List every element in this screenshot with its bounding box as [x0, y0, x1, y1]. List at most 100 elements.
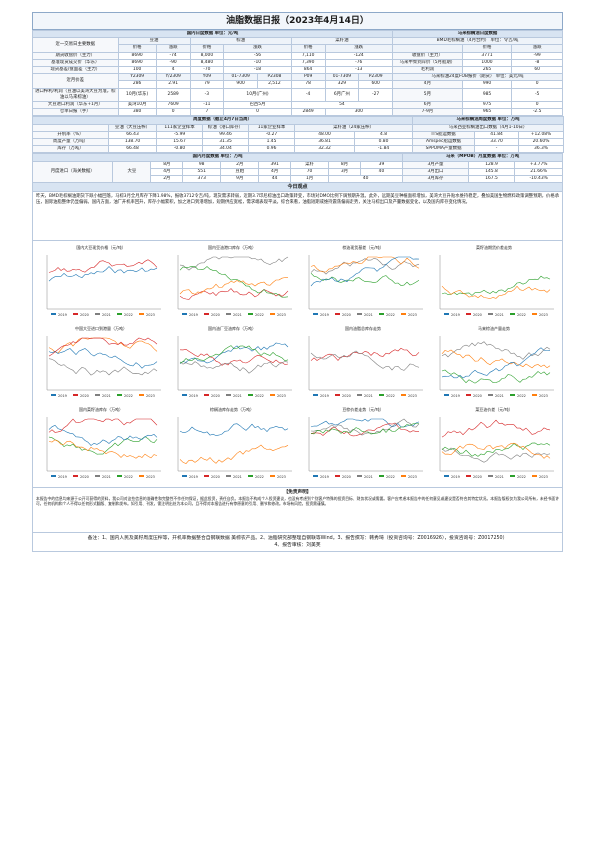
- legend-label: 2023: [539, 394, 548, 398]
- legend-label: 2021: [102, 313, 111, 317]
- change-head: 涨跌: [155, 44, 191, 53]
- chart-thumb: 菜籽油期货价差走势 2019 2020 2021 2022 2023: [430, 245, 558, 323]
- chart-axis: [439, 336, 554, 391]
- import-val: 10月(广州): [223, 87, 292, 103]
- legend-swatch: [73, 394, 78, 397]
- spot-val: -90: [155, 58, 191, 68]
- legend-label: 2022: [124, 475, 133, 479]
- legend-swatch: [73, 313, 78, 316]
- imports2-label: 大豆进口利润（华东+1月）: [32, 101, 119, 110]
- fob-change: -2.5: [511, 108, 563, 117]
- contract-val: 600: [358, 80, 394, 89]
- stock-val: 4.8: [353, 130, 414, 140]
- legend-label: 2022: [255, 394, 264, 398]
- legend-label: 2021: [102, 475, 111, 479]
- imports2-val: 7609: [155, 101, 191, 110]
- chart-series-line: [179, 349, 289, 367]
- legend-label: 2020: [342, 394, 351, 398]
- legend-swatch: [510, 313, 515, 316]
- legend-label: 2020: [342, 475, 351, 479]
- import-val: 2589: [155, 87, 191, 103]
- chart-series-line: [310, 256, 420, 273]
- domestic-daily-header: 国内日度数据 单位：元/吨: [31, 29, 394, 39]
- chart-series-line: [48, 425, 158, 447]
- chart-thumb: 棕榈油库存走势（万吨） 2019 2020 2021 2022 2023: [168, 407, 296, 485]
- legend-label: 2023: [408, 313, 417, 317]
- chart-plot: 2019 2020 2021 2022 2023: [439, 417, 554, 479]
- legend-swatch: [204, 394, 209, 397]
- legend-swatch: [270, 394, 275, 397]
- chart-thumb: 棕油现货基差（元/吨） 2019 2020 2021 2022 2023: [299, 245, 427, 323]
- chart-title: 马来棕油产量走势: [478, 326, 510, 332]
- change-head: 涨跌: [324, 44, 394, 53]
- legend-swatch: [532, 475, 537, 478]
- warehouse-val: 0: [223, 108, 292, 117]
- fob-month: 6月: [392, 101, 463, 110]
- export-val: 33.70: [474, 138, 520, 147]
- contract-head: 01-7309: [324, 73, 360, 82]
- chart-series-line: [310, 273, 420, 287]
- legend-swatch: [51, 313, 56, 316]
- export-change: +12.08%: [518, 130, 565, 140]
- legend-swatch: [226, 475, 231, 478]
- basis-val: -70: [189, 66, 225, 75]
- disclaimer: 【免责声明】 本报告中的信息均来源于公开可获得的资料，我公司对这些信息的准确性和…: [32, 488, 563, 534]
- chart-plot: 2019 2020 2021 2022 2023: [46, 255, 161, 317]
- chart-series-line: [48, 259, 158, 274]
- bmd-change: -8: [511, 58, 563, 68]
- chart-title: 国内豆油港口库存（万吨）: [208, 245, 256, 251]
- soybean-label: 大豆: [112, 160, 152, 184]
- futures-val: 7,110: [290, 51, 326, 60]
- imports2-val: -11: [189, 101, 225, 110]
- legend-label: 2023: [277, 313, 286, 317]
- daily-data-table: 国内日度数据 单位：元/吨 马来棕榈油日度数据 近一交易日主要数据 豆油 棕油 …: [31, 29, 563, 117]
- legend-label: 2020: [211, 475, 220, 479]
- spot-val: 8,480: [189, 58, 225, 68]
- footer-notes: 备注：1、国内人民及美籽周度压榨等，开机率数据整合自钢联数据 美棕农产品。2、油…: [32, 533, 563, 553]
- legend-label: 2023: [146, 394, 155, 398]
- disclaimer-text: 本报告中的信息均来源于公开可获得的资料，我公司对这些信息的准确性和完整性不作任何…: [36, 496, 559, 507]
- contract-val: 2.91: [155, 80, 191, 89]
- export-val: -: [474, 145, 520, 154]
- weekly-col-palm-sample: 11家企业样本: [248, 123, 295, 132]
- legend-swatch: [51, 394, 56, 397]
- export-source: SPPOMA产量数据: [412, 145, 476, 154]
- prod-val: 0.80: [353, 138, 414, 147]
- chart-series-line: [48, 439, 158, 459]
- legend-label: 2021: [364, 313, 373, 317]
- bmd-price: 265: [461, 66, 513, 75]
- monthly-cell: 39: [359, 160, 404, 169]
- legend-label: 2023: [146, 313, 155, 317]
- legend-swatch: [73, 475, 78, 478]
- contract-val: 286: [117, 80, 157, 89]
- chart-plot: 2019 2020 2021 2022 2023: [177, 417, 292, 479]
- legend-label: 2019: [451, 313, 460, 317]
- legend-label: 2021: [233, 394, 242, 398]
- chart-axis: [439, 255, 554, 310]
- main-data-label: 近一交易日主要数据: [32, 37, 119, 53]
- summary-title: 今日观点: [32, 183, 563, 193]
- legend-label: 2023: [408, 475, 417, 479]
- bmd-row-label: 收盘价（主力）: [392, 51, 463, 60]
- palm-group: 棕油: [189, 37, 292, 46]
- legend-swatch: [182, 475, 187, 478]
- legend-label: 2019: [320, 475, 329, 479]
- legend-label: 2023: [277, 475, 286, 479]
- inv-val: 66.48: [108, 145, 157, 154]
- chart-axis: [177, 336, 292, 391]
- inv-val: 32.32: [294, 145, 355, 154]
- mpob-label: 3月库存: [402, 175, 469, 184]
- monthly-cell: 8月: [328, 160, 361, 169]
- inv-val: -0.80: [156, 145, 203, 154]
- legend-swatch: [488, 313, 493, 316]
- chart-series-line: [48, 418, 158, 433]
- soy-group: 豆油: [117, 37, 191, 46]
- legend-swatch: [401, 475, 406, 478]
- chart-series-line: [179, 423, 289, 437]
- footer-line-1: 备注：1、国内人民及美籽周度压榨等，开机率数据整合自钢联数据 美棕农产品。2、油…: [87, 536, 508, 542]
- legend-swatch: [139, 313, 144, 316]
- chart-thumb: 国内油脂总库存走势 2019 2020 2021 2022 2023: [299, 326, 427, 404]
- legend-swatch: [466, 475, 471, 478]
- legend-label: 2019: [58, 313, 67, 317]
- legend-label: 2022: [386, 394, 395, 398]
